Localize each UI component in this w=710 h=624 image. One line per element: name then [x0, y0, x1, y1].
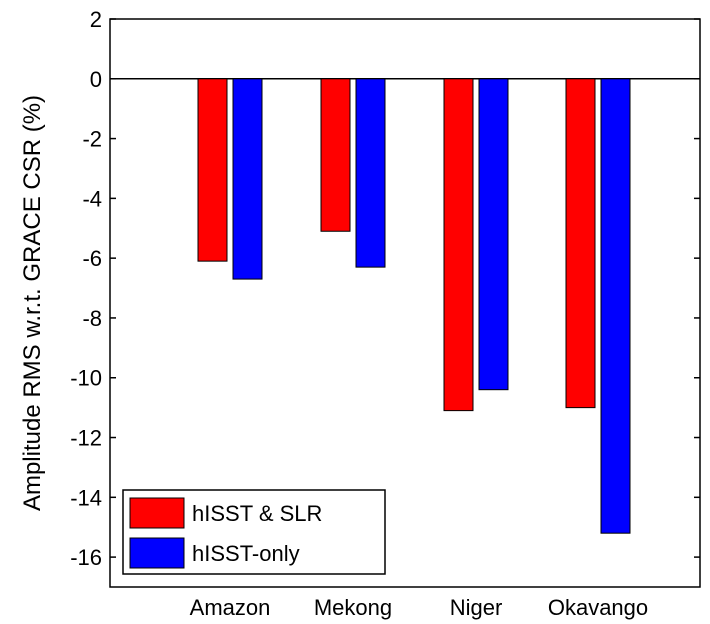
legend-swatch-hisst-only: [129, 537, 185, 569]
bar-mekong-series-0: [320, 78, 351, 232]
x-tick-label: Amazon: [190, 595, 271, 620]
bar-niger-series-1: [478, 78, 509, 391]
y-tick-label: -2: [82, 127, 102, 152]
y-tick-label: -10: [70, 366, 102, 391]
y-tick-label: -14: [70, 485, 102, 510]
y-tick-label: -6: [82, 246, 102, 271]
y-tick-label: -12: [70, 426, 102, 451]
bar-niger-series-0: [443, 78, 474, 412]
bars: [197, 78, 631, 534]
x-tick-label: Okavango: [548, 595, 648, 620]
y-tick-label: -16: [70, 545, 102, 570]
y-axis-title: Amplitude RMS w.r.t. GRACE CSR (%): [19, 95, 46, 511]
legend-label-hisst-slr: hISST & SLR: [192, 501, 322, 526]
y-axis-ticks: 2 0 -2 -4 -6 -8 -10 -12 -14 -16: [70, 7, 700, 570]
x-tick-label: Mekong: [314, 595, 392, 620]
y-tick-label: 2: [90, 7, 102, 32]
x-axis-labels: Amazon Mekong Niger Okavango: [190, 595, 649, 620]
legend-label-hisst-only: hISST-only: [192, 541, 300, 566]
legend-swatch-hisst-slr: [129, 497, 185, 529]
y-tick-label: 0: [90, 67, 102, 92]
y-tick-label: -8: [82, 306, 102, 331]
bar-amazon-series-1: [232, 78, 263, 280]
bar-okavango-series-1: [600, 78, 631, 534]
legend: hISST & SLR hISST-only: [122, 489, 386, 575]
bar-amazon-series-0: [197, 78, 228, 262]
bar-mekong-series-1: [355, 78, 386, 268]
x-tick-label: Niger: [450, 595, 503, 620]
bar-okavango-series-0: [565, 78, 596, 409]
y-tick-label: -4: [82, 186, 102, 211]
